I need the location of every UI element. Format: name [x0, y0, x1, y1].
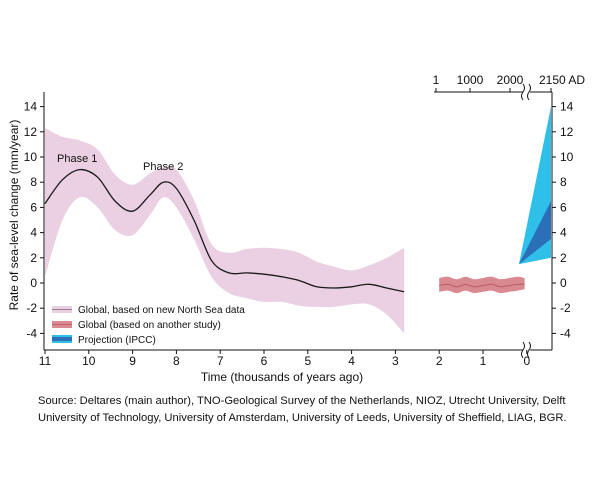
- y-tick-label-right: 12: [560, 125, 574, 139]
- y-tick-label-right: 14: [560, 100, 574, 114]
- x-tick-label-bottom: 11: [39, 354, 52, 368]
- x-tick-label-top: 2000: [497, 73, 524, 87]
- legend-item-other-study: Global (based on another study): [52, 320, 221, 331]
- legend-swatch-projection-inner: [52, 337, 72, 341]
- x-tick-label-bottom: 10: [82, 354, 96, 368]
- x-tick-label-bottom: 2: [436, 354, 443, 368]
- source-caption: Source: Deltares (main author), TNO-Geol…: [38, 395, 567, 424]
- x-tick-label-bottom: 8: [173, 354, 180, 368]
- legend-label-projection: Projection (IPCC): [78, 335, 156, 346]
- x-tick-label-bottom: 6: [261, 354, 268, 368]
- projection-inner-band: [519, 201, 551, 265]
- annotation-phase-1: Phase 1: [57, 153, 97, 165]
- legend-label-north-sea: Global, based on new North Sea data: [78, 305, 245, 316]
- y-tick-label-right: -2: [560, 301, 571, 315]
- x-tick-label-bottom: 0: [523, 354, 530, 368]
- x-tick-label-bottom: 4: [348, 354, 355, 368]
- legend: Global, based on new North Sea data Glob…: [52, 305, 245, 346]
- y-axis-title: Rate of sea-level change (mm/year): [7, 120, 21, 311]
- y-tick-label-right: -4: [560, 326, 571, 340]
- legend-item-north-sea: Global, based on new North Sea data: [52, 305, 245, 316]
- x-tick-label-top: 1: [433, 73, 440, 87]
- y-tick-label-right: 2: [560, 251, 567, 265]
- y-tick-label-left: 4: [30, 226, 37, 240]
- x-tick-label-bottom: 7: [217, 354, 224, 368]
- x-tick-label-top: 2150 AD: [539, 73, 585, 87]
- north-sea-uncertainty-band: [45, 128, 405, 334]
- y-tick-label-left: 14: [24, 100, 38, 114]
- x-axis-title: Time (thousands of years ago): [201, 370, 363, 384]
- y-tick-label-left: 2: [30, 251, 37, 265]
- y-tick-label-left: -2: [26, 301, 37, 315]
- axes: [40, 83, 556, 359]
- series-lines: [44, 168, 525, 293]
- y-tick-label-left: 10: [24, 150, 38, 164]
- y-tick-label-left: 8: [30, 175, 37, 189]
- uncertainty-bands: [45, 106, 551, 334]
- y-tick-label-right: 6: [560, 200, 567, 214]
- x-tick-label-bottom: 1: [480, 354, 487, 368]
- north-sea-line: [44, 168, 405, 293]
- other-study-uncertainty-band: [439, 276, 525, 294]
- y-tick-label-right: 0: [560, 276, 567, 290]
- legend-item-projection: Projection (IPCC): [52, 335, 156, 346]
- bottom-axis-break: [521, 341, 531, 359]
- legend-label-other-study: Global (based on another study): [78, 320, 221, 331]
- x-tick-label-top: 1000: [457, 73, 484, 87]
- y-tick-label-right: 10: [560, 150, 574, 164]
- y-tick-label-right: 4: [560, 226, 567, 240]
- y-tick-label-left: 6: [30, 200, 37, 214]
- y-tick-label-left: 0: [30, 276, 37, 290]
- x-tick-label-bottom: 5: [304, 354, 311, 368]
- x-tick-label-bottom: 3: [392, 354, 399, 368]
- y-tick-label-right: 8: [560, 175, 567, 189]
- y-tick-label-left: 12: [24, 125, 38, 139]
- top-axis-break: [521, 83, 531, 101]
- annotation-phase-2: Phase 2: [143, 161, 183, 173]
- y-tick-label-left: -4: [26, 326, 37, 340]
- x-tick-label-bottom: 9: [129, 354, 136, 368]
- other-study-line: [439, 283, 525, 288]
